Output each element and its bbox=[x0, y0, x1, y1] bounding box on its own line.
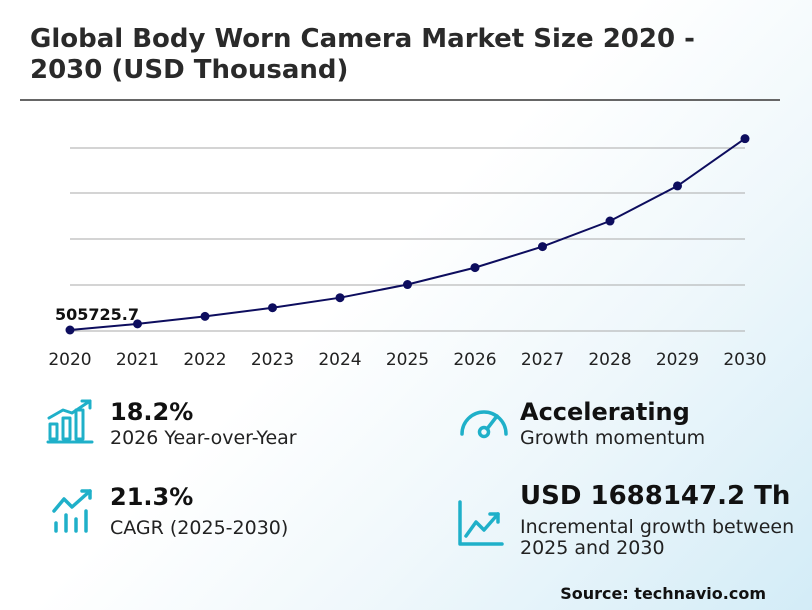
stat-momentum: Accelerating Growth momentum bbox=[520, 398, 705, 449]
stat-yoy: 18.2% 2026 Year-over-Year bbox=[110, 398, 297, 449]
x-tick-label: 2029 bbox=[656, 350, 699, 370]
page-title: Global Body Worn Camera Market Size 2020… bbox=[30, 24, 695, 85]
x-tick-label: 2023 bbox=[251, 350, 294, 370]
line-chart: 2020 2021 2022 2023 2024 2025 2026 2027 2028 2029… bbox=[48, 134, 767, 370]
stat-incremental: USD 1688147.2 Th Incremental growth betw… bbox=[520, 481, 812, 559]
x-tick-label: 2026 bbox=[453, 350, 496, 370]
x-tick-label: 2022 bbox=[183, 350, 226, 370]
stat-label: Incremental growth between 2025 and 2030 bbox=[520, 516, 795, 559]
x-tick-label: 2030 bbox=[723, 350, 766, 370]
data-point bbox=[133, 319, 142, 329]
data-point bbox=[673, 181, 682, 191]
series-line bbox=[69, 137, 746, 331]
stat-value: 21.3% bbox=[110, 483, 194, 511]
data-point bbox=[200, 311, 210, 321]
data-point bbox=[403, 280, 412, 290]
data-point bbox=[335, 293, 345, 303]
line-bars-growth-icon bbox=[52, 489, 92, 533]
stat-value: Accelerating bbox=[520, 398, 690, 426]
data-point bbox=[605, 216, 615, 226]
data-point bbox=[538, 242, 547, 252]
data-labels: 505725.7 bbox=[55, 305, 139, 324]
title-divider bbox=[20, 99, 780, 101]
data-point bbox=[65, 325, 75, 335]
stat-cagr: 21.3% CAGR (2025-2030) bbox=[110, 483, 288, 539]
x-tick-label: 2020 bbox=[48, 350, 91, 370]
stat-value: USD 1688147.2 Th bbox=[520, 481, 791, 511]
data-point bbox=[740, 134, 750, 144]
x-tick-label: 2028 bbox=[588, 350, 631, 370]
grid-lines bbox=[70, 147, 745, 332]
speedometer-icon bbox=[460, 410, 508, 439]
stat-label: Growth momentum bbox=[520, 427, 706, 449]
data-label: 505725.7 bbox=[55, 305, 139, 324]
bar-chart-growth-icon bbox=[46, 399, 94, 444]
trend-chart-icon bbox=[458, 500, 504, 546]
data-point bbox=[268, 303, 277, 313]
x-tick-label: 2021 bbox=[116, 350, 159, 370]
stat-label: CAGR (2025-2030) bbox=[110, 517, 289, 539]
x-axis-tick-labels: 2020 2021 2022 2023 2024 2025 2026 2027 2028 2029… bbox=[48, 350, 766, 370]
x-tick-label: 2027 bbox=[521, 350, 564, 370]
x-tick-label: 2025 bbox=[386, 350, 429, 370]
data-points bbox=[65, 134, 750, 335]
data-point bbox=[470, 263, 480, 273]
x-tick-label: 2024 bbox=[318, 350, 361, 370]
stat-value: 18.2% bbox=[110, 398, 194, 426]
stat-label: 2026 Year-over-Year bbox=[110, 427, 297, 449]
source-note: Source: technavio.com bbox=[560, 584, 766, 603]
